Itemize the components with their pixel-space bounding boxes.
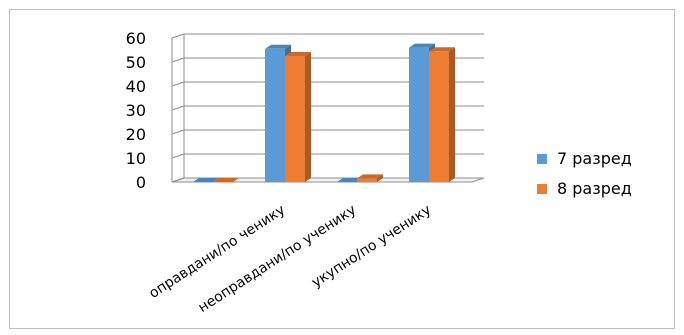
- x-tick-label: оправдани/по ченику: [146, 202, 288, 302]
- gridline-side: [171, 57, 185, 63]
- x-tick-label: укупно/по ученику: [309, 202, 434, 291]
- bar-series2-slot4: [429, 47, 455, 183]
- gridline-side: [171, 81, 185, 87]
- legend-label: 8 разред: [557, 179, 632, 198]
- y-tick-label: 50: [126, 53, 146, 72]
- y-tick-label: 30: [126, 101, 146, 120]
- bars: [193, 43, 455, 183]
- chart-frame: [9, 9, 675, 329]
- legend-label: 7 разред: [557, 149, 632, 168]
- legend-swatch: [537, 184, 547, 194]
- gridline-side: [171, 177, 185, 183]
- y-axis: 0 10 20 30 40 50 60: [126, 29, 146, 192]
- y-tick-label: 20: [126, 125, 146, 144]
- y-tick-label: 0: [136, 173, 146, 192]
- y-tick-label: 40: [126, 77, 146, 96]
- gridline-side: [171, 129, 185, 135]
- y-tick-label: 10: [126, 149, 146, 168]
- legend-swatch: [537, 154, 547, 164]
- y-tick-label: 60: [126, 29, 146, 48]
- legend: 7 разред 8 разред: [537, 149, 632, 198]
- gridline-side: [171, 33, 185, 39]
- bar-series1-slot3: [337, 178, 363, 183]
- bar-series2-slot3: [357, 174, 383, 182]
- bar-series1-slot1: [193, 178, 219, 183]
- bar-series2-slot2: [285, 52, 311, 182]
- bar-series2-slot1: [213, 178, 239, 183]
- gridline-side: [171, 105, 185, 111]
- gridline-side: [171, 153, 185, 159]
